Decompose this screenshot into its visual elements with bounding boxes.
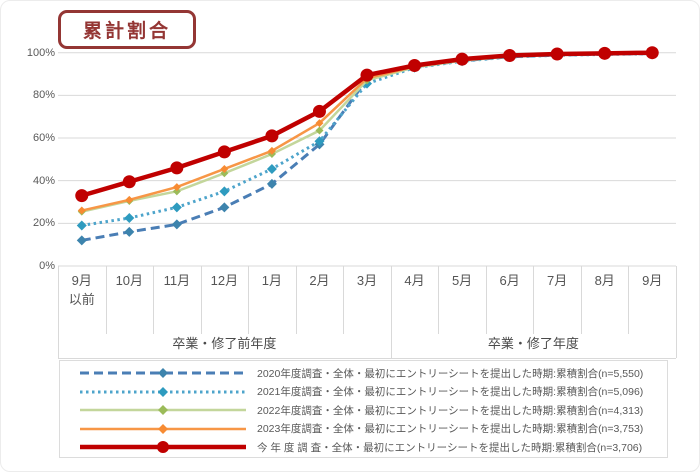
series-marker-3	[220, 164, 229, 173]
series-marker-0	[76, 235, 87, 246]
series-marker-3	[77, 206, 86, 215]
legend-item-4: 今 年 度 調 査・全体・最初にエントリーシートを提出した時期:累積割合(n=3…	[60, 438, 667, 457]
legend-item-0: 2020年度調査・全体・最初にエントリーシートを提出した時期:累積割合(n=5,…	[60, 364, 667, 383]
legend-marker	[158, 405, 168, 416]
x-tick-label: 8月	[594, 273, 615, 288]
legend-marker	[157, 441, 169, 454]
legend-sample-2	[80, 405, 246, 416]
legend-label: 今 年 度 調 査・全体・最初にエントリーシートを提出した時期:累積割合(n=3…	[257, 441, 643, 454]
month-separator	[105, 266, 107, 334]
month-separator	[485, 266, 487, 334]
series-marker-1	[124, 213, 135, 224]
series-marker-2	[315, 126, 324, 135]
series-marker-4	[645, 46, 659, 60]
series-marker-3	[172, 183, 181, 192]
month-separator	[153, 266, 155, 334]
month-separator	[248, 266, 250, 334]
x-tick-label: 12月	[210, 273, 239, 288]
x-tick-label: 4月	[404, 273, 425, 288]
series-marker-4	[312, 104, 326, 118]
y-tick-label: 100%	[26, 46, 55, 59]
group-divider	[390, 266, 392, 358]
series-marker-1	[266, 163, 277, 174]
month-separator	[533, 266, 535, 334]
series-marker-4	[503, 48, 517, 62]
chart-title: 累計割合	[58, 10, 197, 49]
axis-border-bottom	[58, 358, 676, 359]
series-marker-4	[455, 52, 469, 66]
x-tick-label: 9月 以前	[68, 273, 95, 307]
month-separator	[628, 266, 630, 334]
legend-label: 2023年度調査・全体・最初にエントリーシートを提出した時期:累積割合(n=3,…	[257, 423, 644, 436]
y-tick-label: 80%	[32, 89, 55, 102]
x-tick-label: 2月	[309, 273, 330, 288]
series-marker-2	[220, 169, 229, 178]
legend-sample-1	[80, 386, 246, 397]
series-marker-4	[360, 68, 374, 82]
series-marker-4	[75, 189, 89, 203]
legend-item-1: 2021年度調査・全体・最初にエントリーシートを提出した時期:累積割合(n=5,…	[60, 383, 667, 402]
legend-label: 2022年度調査・全体・最初にエントリーシートを提出した時期:累積割合(n=4,…	[257, 404, 644, 417]
x-group-label: 卒業・修了年度	[487, 336, 579, 351]
axis-border-left	[58, 266, 59, 358]
month-separator	[343, 266, 345, 334]
legend-sample-4	[80, 441, 246, 454]
x-tick-label: 9月	[642, 273, 663, 288]
series-marker-0	[219, 202, 230, 213]
x-tick-label: 5月	[451, 273, 473, 288]
legend-marker	[158, 386, 168, 397]
series-marker-4	[598, 46, 612, 60]
legend-sample-3	[80, 423, 246, 434]
axis-border-right	[676, 266, 677, 358]
x-tick-label: 3月	[356, 273, 378, 288]
month-separator	[295, 266, 297, 334]
series-marker-1	[171, 202, 182, 213]
x-tick-label: 1月	[261, 273, 283, 288]
x-tick-label: 7月	[547, 273, 568, 288]
series-marker-3	[125, 195, 134, 204]
month-separator	[580, 266, 582, 334]
series-marker-0	[171, 219, 182, 230]
series-marker-0	[266, 178, 277, 189]
legend-sample-0	[80, 368, 246, 379]
series-marker-1	[76, 220, 87, 231]
legend-item-3: 2023年度調査・全体・最初にエントリーシートを提出した時期:累積割合(n=3,…	[60, 420, 667, 439]
legend: 2020年度調査・全体・最初にエントリーシートを提出した時期:累積割合(n=5,…	[59, 360, 668, 458]
series-marker-3	[315, 119, 324, 128]
series-marker-4	[217, 145, 231, 159]
series-marker-0	[124, 226, 135, 237]
y-tick-label: 60%	[32, 132, 55, 145]
y-tick-label: 40%	[32, 174, 55, 187]
legend-marker	[158, 423, 168, 434]
series-marker-4	[550, 47, 564, 61]
y-tick-label: 0%	[39, 260, 55, 272]
chart-title-text: 累計割合	[83, 21, 172, 42]
series-marker-1	[314, 136, 325, 147]
y-tick-label: 20%	[32, 217, 55, 230]
plot-area	[58, 46, 676, 267]
series-marker-4	[170, 161, 184, 175]
month-separator	[200, 266, 202, 334]
series-marker-3	[267, 146, 276, 155]
x-group-label: 卒業・修了前年度	[172, 336, 277, 351]
x-tick-label: 10月	[115, 273, 144, 288]
month-separator	[438, 266, 440, 334]
series-marker-2	[172, 187, 181, 196]
x-tick-label: 11月	[163, 273, 191, 288]
legend-label: 2021年度調査・全体・最初にエントリーシートを提出した時期:累積割合(n=5,…	[257, 386, 644, 399]
series-marker-4	[122, 175, 136, 189]
series-marker-1	[219, 186, 230, 197]
series-marker-4	[408, 58, 422, 72]
legend-item-2: 2022年度調査・全体・最初にエントリーシートを提出した時期:累積割合(n=4,…	[60, 401, 667, 420]
legend-label: 2020年度調査・全体・最初にエントリーシートを提出した時期:累積割合(n=5,…	[257, 367, 644, 380]
x-tick-label: 6月	[499, 273, 520, 288]
series-marker-4	[265, 129, 279, 143]
legend-marker	[158, 368, 168, 379]
